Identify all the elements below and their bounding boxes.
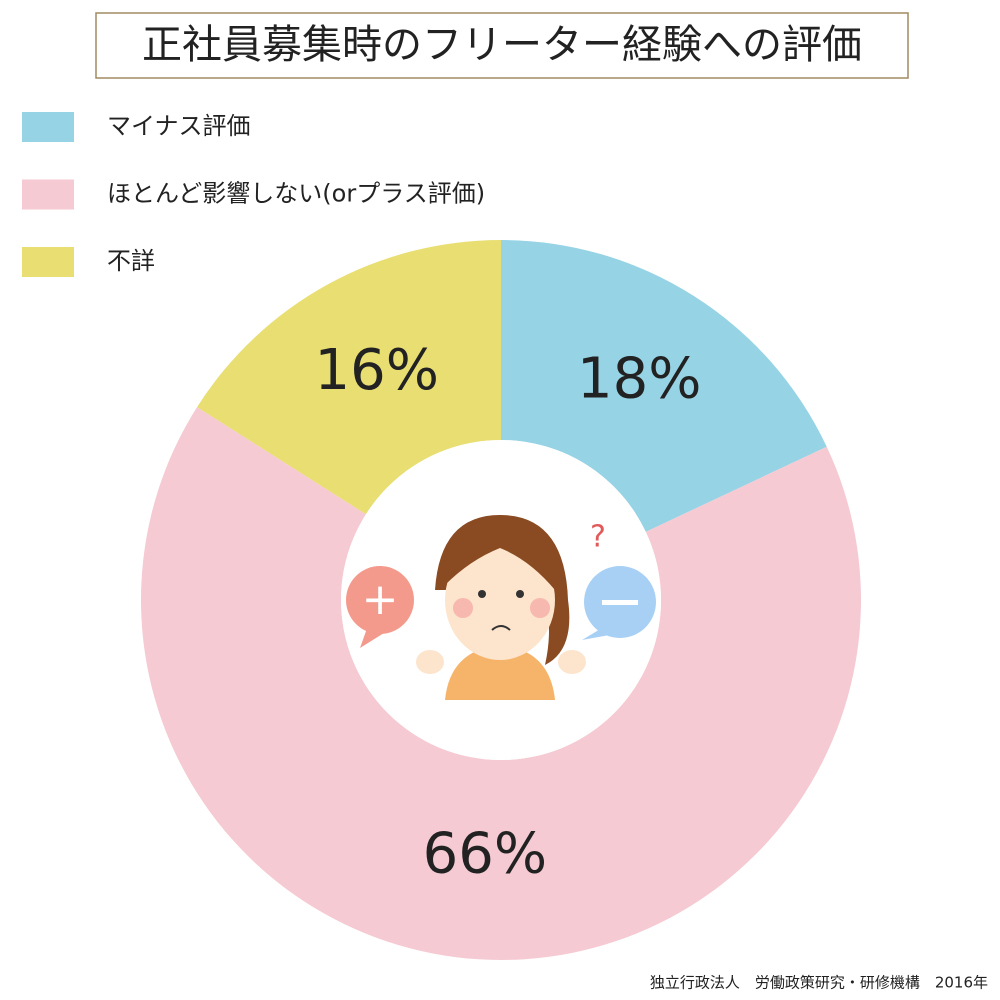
svg-text:+: + (362, 574, 399, 625)
legend-swatch (22, 247, 74, 277)
donut-slice (501, 240, 827, 532)
title-box (95, 12, 909, 79)
chart-title: 正社員募集時のフリーター経験への評価 (142, 22, 862, 68)
source-note: 独立行政法人 労働政策研究・研修機構 2016年 (650, 974, 988, 992)
legend-label: 不詳 (107, 247, 155, 275)
svg-text:?: ? (590, 520, 606, 555)
value-label: 16% (314, 338, 438, 403)
illustration: + ? (346, 515, 656, 700)
value-label: 18% (577, 346, 701, 411)
legend-swatch (22, 112, 74, 142)
value-label: 66% (423, 822, 547, 887)
legend-swatch (22, 179, 74, 210)
donut-slice (197, 239, 502, 515)
donut-slice (141, 407, 861, 960)
legend-label: ほとんど影響しない(orプラス評価) (107, 180, 485, 208)
legend-label: マイナス評価 (107, 112, 251, 140)
